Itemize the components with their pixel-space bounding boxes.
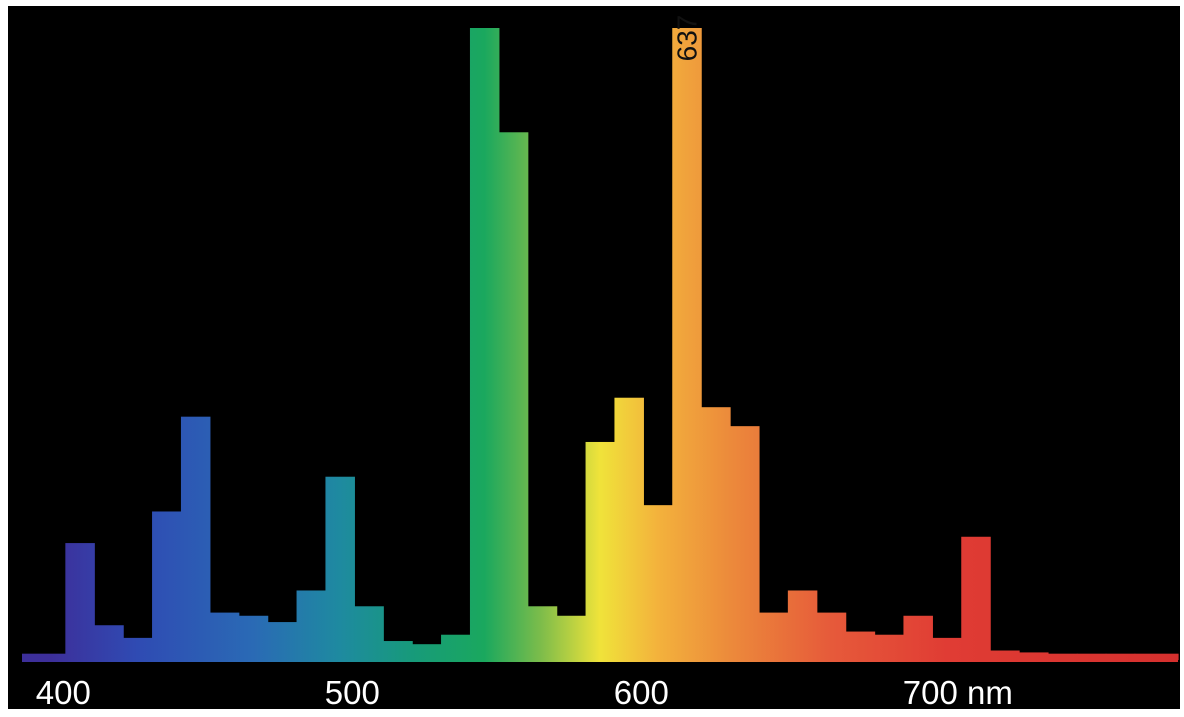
spectrum-bar	[22, 653, 66, 660]
spectrum-bar	[1105, 653, 1136, 660]
spectrum-bar	[1047, 653, 1078, 660]
spectrum-bar	[238, 615, 269, 660]
spectrum-bar	[874, 634, 905, 660]
spectrum-bar	[383, 641, 413, 660]
spectrum-bar	[296, 590, 327, 660]
spectrum-bar	[441, 634, 471, 660]
peak-label-637: 637	[672, 15, 703, 62]
spectrum-bar	[787, 590, 818, 660]
spectrum-bar	[643, 505, 673, 660]
spectrum-bar	[1019, 652, 1049, 660]
spectrum-bar	[354, 606, 384, 660]
spectrum-bar	[903, 615, 933, 660]
spectrum-bar	[180, 416, 211, 660]
spectrum-bar	[209, 612, 240, 660]
spectrum-bar	[527, 606, 558, 660]
spectrum-bar	[961, 536, 991, 660]
spectrum-bar	[412, 644, 442, 660]
spectrum-bar	[816, 612, 847, 660]
spectrum-bar	[1076, 653, 1107, 660]
spectrum-bar	[325, 476, 355, 660]
x-axis-ticks: 400 500 600 700 nm	[36, 674, 1013, 711]
spectrum-bar	[94, 625, 124, 660]
spectrum-bar	[701, 407, 731, 660]
spectrum-bar	[672, 28, 702, 660]
baseline-band	[22, 658, 1178, 662]
spectrum-bar	[498, 132, 529, 660]
x-tick-label: 700 nm	[903, 674, 1013, 711]
spectrum-bar	[123, 637, 153, 660]
spectrum-bar	[267, 622, 298, 660]
spectrum-bar	[845, 631, 876, 660]
spectrum-bar	[556, 615, 587, 660]
spectrum-bar	[152, 511, 182, 660]
spectrum-bar	[65, 543, 95, 660]
spectrum-bar	[758, 612, 789, 660]
spectrum-bar	[730, 426, 760, 660]
x-tick-label: 600	[614, 674, 669, 711]
spectrum-baseline	[22, 658, 1178, 662]
spectrum-bar	[585, 441, 616, 660]
spectrum-bar	[1134, 653, 1179, 660]
x-tick-label: 400	[36, 674, 91, 711]
spectrum-bar	[469, 28, 500, 660]
x-tick-label: 500	[325, 674, 380, 711]
spectrum-bar	[614, 397, 644, 660]
spectrum-bars	[22, 28, 1179, 660]
spectrum-bar	[932, 637, 962, 660]
spectrum-bar	[990, 650, 1020, 660]
